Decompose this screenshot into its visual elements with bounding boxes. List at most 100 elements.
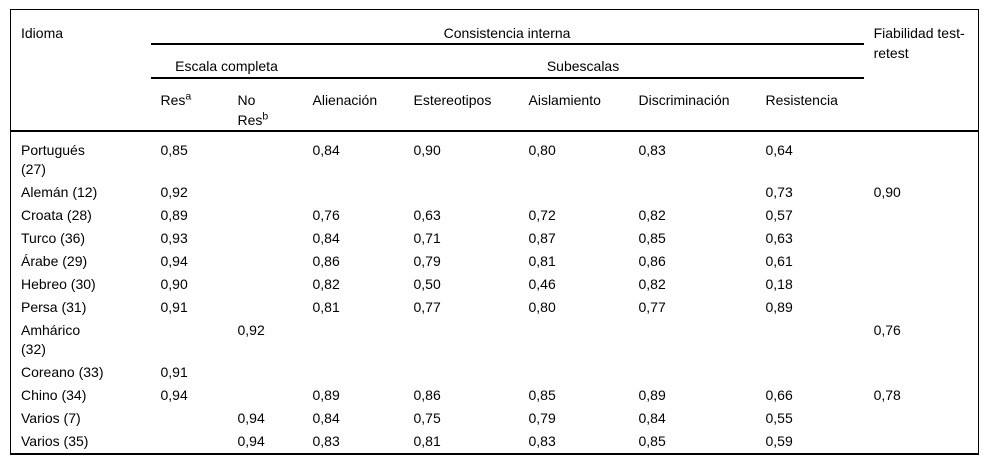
cell-idioma: Varios (35) [21,433,89,449]
cell-estereotipos: 0,86 [413,387,441,403]
col-header-no-res: No Resb [228,78,303,131]
cell-no-res [228,250,303,273]
cell-resistencia: 0,89 [765,299,793,315]
cell-resistencia: 0,57 [765,207,793,223]
cell-idioma: Hebreo (30) [21,276,96,292]
cell-res: 0,91 [160,364,188,380]
cell-alienacion: 0,89 [312,387,340,403]
cell-estereotipos: 0,50 [413,276,441,292]
cell-fiabilidad [864,273,979,296]
cell-discriminacion [629,181,756,204]
col-header-res: Resa [151,78,228,131]
footnote-marker-a: a [185,90,192,103]
cell-alienacion: 0,86 [312,253,340,269]
cell-aislamiento [519,319,629,361]
no-res-label-line1: No [237,92,256,108]
cell-aislamiento: 0,80 [528,299,556,315]
cell-aislamiento: 0,46 [528,276,556,292]
cell-estereotipos: 0,79 [413,253,441,269]
cell-idioma: Amhárico (32) [21,322,81,357]
cell-no-res [227,130,303,181]
cell-alienacion: 0,84 [312,230,340,246]
cell-fiabilidad [864,430,979,454]
cell-no-res [228,384,303,407]
no-res-label-line2: Res [237,112,263,128]
cell-discriminacion [629,361,756,384]
reliability-table: Idioma Consistencia interna Fiabilidad t… [10,9,980,455]
cell-aislamiento [519,361,629,384]
table-row: Coreano (33) 0,91 [11,361,979,384]
cell-alienacion: 0,82 [312,276,340,292]
cell-no-res [228,227,303,250]
cell-estereotipos: 0,90 [403,130,519,181]
table-body: Portugués (27) 0,85 0,84 0,90 0,80 0,83 0,64 Al… [10,130,979,454]
cell-no-res: 0,94 [237,410,265,426]
col-header-idioma: Idioma [21,25,64,41]
cell-discriminacion: 0,77 [638,299,666,315]
cell-estereotipos [404,319,519,361]
table-header: Idioma Consistencia interna Fiabilidad t… [11,9,979,132]
table-row: Varios (7) 0,94 0,84 0,75 0,79 0,84 0,55 [11,407,979,430]
cell-res: 0,91 [160,299,188,315]
col-header-alienacion: Alienación [312,92,378,108]
cell-idioma: Varios (7) [21,410,81,426]
cell-fiabilidad: 0,76 [873,322,901,338]
cell-res: 0,94 [160,253,188,269]
cell-fiabilidad [863,130,979,181]
cell-resistencia: 0,55 [765,410,793,426]
cell-res: 0,89 [160,207,188,223]
cell-idioma: Persa (31) [21,299,87,315]
cell-resistencia [756,319,864,361]
table-row: Chino (34) 0,94 0,89 0,86 0,85 0,89 0,66 0,78 [11,384,979,407]
col-header-consistencia-interna: Consistencia interna [150,9,864,45]
cell-fiabilidad [864,204,979,227]
table-row: Portugués (27) 0,85 0,84 0,90 0,80 0,83 0,64 [10,130,979,181]
cell-aislamiento: 0,81 [528,253,556,269]
table-row: Alemán (12) 0,92 0,73 0,90 [11,181,979,204]
cell-idioma: Árabe (29) [21,253,88,269]
cell-discriminacion: 0,85 [638,433,666,449]
cell-discriminacion: 0,86 [638,253,666,269]
col-header-resistencia: Resistencia [765,92,838,108]
res-label: Res [160,92,186,108]
table-row: Turco (36) 0,93 0,84 0,71 0,87 0,85 0,63 [11,227,979,250]
cell-res [151,319,228,361]
cell-no-res [228,181,303,204]
cell-fiabilidad [864,407,979,430]
cell-no-res [228,204,303,227]
cell-discriminacion: 0,89 [638,387,666,403]
cell-aislamiento: 0,72 [528,207,556,223]
cell-idioma: Alemán (12) [21,184,98,200]
cell-aislamiento: 0,87 [528,230,556,246]
header-row-subgroups: Escala completa Subescalas [11,44,979,79]
col-header-fiabilidad-test-retest: Fiabilidad test-retest [873,25,965,61]
cell-alienacion: 0,81 [312,299,340,315]
cell-resistencia: 0,73 [765,184,793,200]
cell-aislamiento: 0,79 [528,410,556,426]
cell-resistencia: 0,63 [765,230,793,246]
table-row: Varios (35) 0,94 0,83 0,81 0,83 0,85 0,59 [11,430,979,454]
cell-resistencia [756,361,864,384]
cell-no-res [228,361,303,384]
cell-discriminacion: 0,82 [638,276,666,292]
cell-fiabilidad [864,250,979,273]
cell-aislamiento: 0,85 [528,387,556,403]
col-header-estereotipos: Estereotipos [413,92,492,108]
cell-discriminacion [629,319,756,361]
col-header-escala-completa: Escala completa [150,44,303,79]
cell-no-res [228,273,303,296]
cell-res: 0,92 [160,184,188,200]
cell-discriminacion: 0,83 [628,130,756,181]
cell-res [151,430,228,454]
cell-no-res [228,296,303,319]
cell-estereotipos [404,181,519,204]
cell-resistencia: 0,61 [765,253,793,269]
footnote-marker-b: b [262,110,269,123]
cell-resistencia: 0,64 [755,130,864,181]
cell-alienacion: 0,84 [312,410,340,426]
cell-idioma: Turco (36) [21,230,86,246]
cell-fiabilidad [864,296,979,319]
cell-alienacion [303,361,404,384]
cell-resistencia: 0,66 [765,387,793,403]
cell-estereotipos: 0,63 [413,207,441,223]
